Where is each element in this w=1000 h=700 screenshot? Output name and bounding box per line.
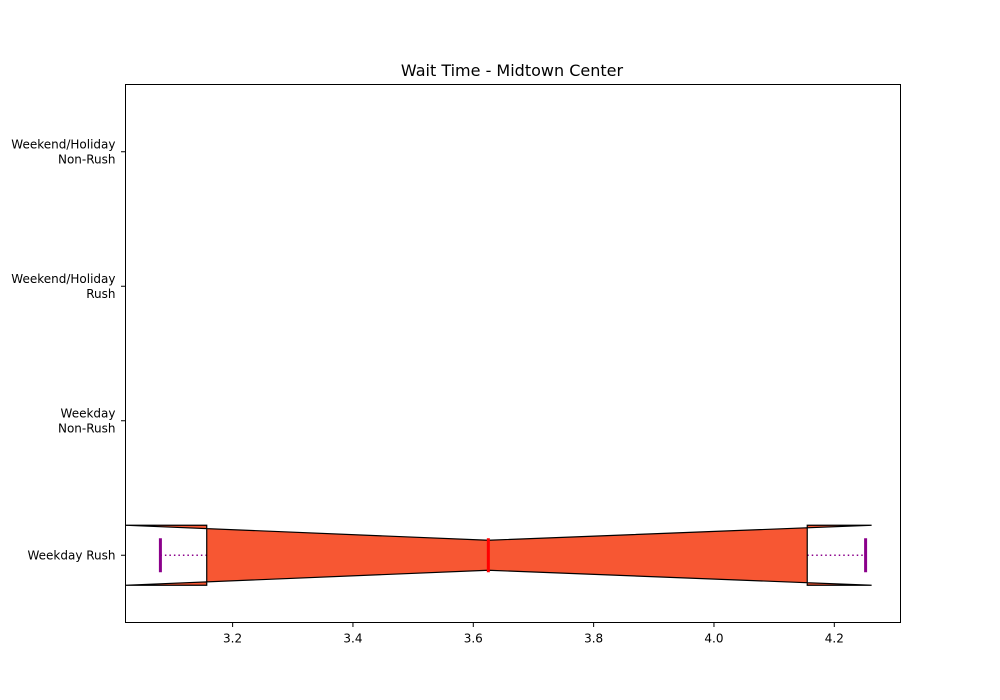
axes-frame	[125, 84, 901, 623]
x-tick-label: 3.6	[464, 632, 483, 646]
plot-area	[125, 524, 872, 586]
x-tick-label: 4.2	[825, 632, 844, 646]
x-tick-label: 3.2	[223, 632, 242, 646]
y-tick-label: Weekday Rush	[27, 548, 115, 562]
chart-title: Wait Time - Midtown Center	[401, 61, 624, 80]
y-tick-label: Weekend/Holiday Non-Rush	[11, 137, 115, 166]
x-tick-label: 3.4	[343, 632, 362, 646]
y-tick-label: Weekend/Holiday Rush	[11, 272, 115, 301]
y-axis: Weekday Rush Weekday Non-Rush Weekend/Holid…	[11, 137, 126, 562]
box-body	[125, 524, 872, 586]
x-tick-label: 4.0	[704, 632, 723, 646]
x-tick-label: 3.8	[584, 632, 603, 646]
x-axis: 3.2 3.4 3.6 3.8 4.0 4.2	[223, 622, 844, 646]
y-tick-label: Weekday Non-Rush	[58, 406, 116, 435]
